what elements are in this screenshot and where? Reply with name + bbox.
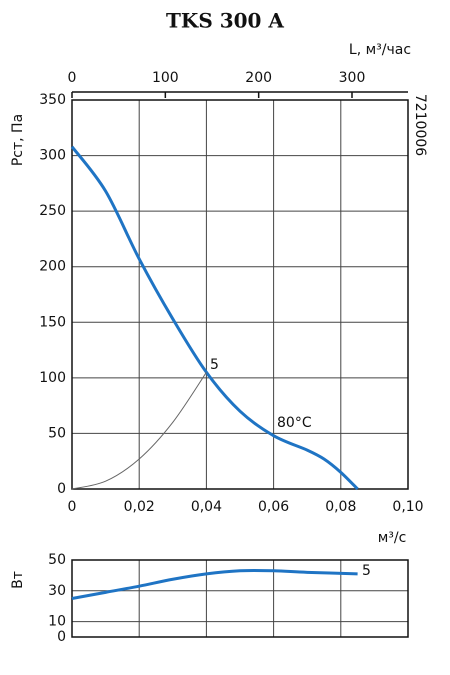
y-axis-label: Pст, Па [10, 114, 26, 166]
series-line [71, 568, 358, 600]
y-tick-label: 30 [48, 583, 66, 599]
annotation: 80°C [277, 415, 312, 431]
y-tick-label: 0 [57, 629, 66, 645]
x-tick-label: 0,04 [191, 499, 222, 515]
x-tick-label: 0 [68, 499, 77, 515]
series-line [70, 145, 359, 491]
y-tick-label: 300 [39, 148, 66, 164]
y-tick-label: 0 [57, 481, 66, 497]
x-axis-label: м³/с [378, 530, 407, 546]
chart-title: TKS 300 A [166, 9, 284, 33]
x2-tick-label: 0 [68, 70, 77, 86]
y-tick-label: 100 [39, 370, 66, 386]
y-tick-label: 150 [39, 314, 66, 330]
y-tick-label: 50 [48, 425, 66, 441]
code: 7210006 [412, 94, 428, 156]
x-tick-label: 0,08 [325, 499, 356, 515]
x2-tick-label: 200 [245, 70, 272, 86]
x-tick-label: 0,02 [124, 499, 155, 515]
y-axis-label: Вт [10, 571, 26, 589]
y-tick-label: 10 [48, 614, 66, 630]
y-tick-label: 50 [48, 552, 66, 568]
x2-tick-label: 100 [152, 70, 179, 86]
plot-frame [71, 99, 409, 490]
x2-tick-label: 300 [339, 70, 366, 86]
y-tick-label: 350 [39, 92, 66, 108]
y-tick-label: 250 [39, 203, 66, 219]
x-tick-label: 0,10 [392, 499, 423, 515]
series-line [71, 372, 207, 490]
annotation: 5 [362, 563, 371, 579]
y-tick-label: 200 [39, 259, 66, 275]
x2-axis-label: L, м³/час [349, 42, 411, 58]
x-tick-label: 0,06 [258, 499, 289, 515]
annotation: 5 [210, 357, 219, 373]
